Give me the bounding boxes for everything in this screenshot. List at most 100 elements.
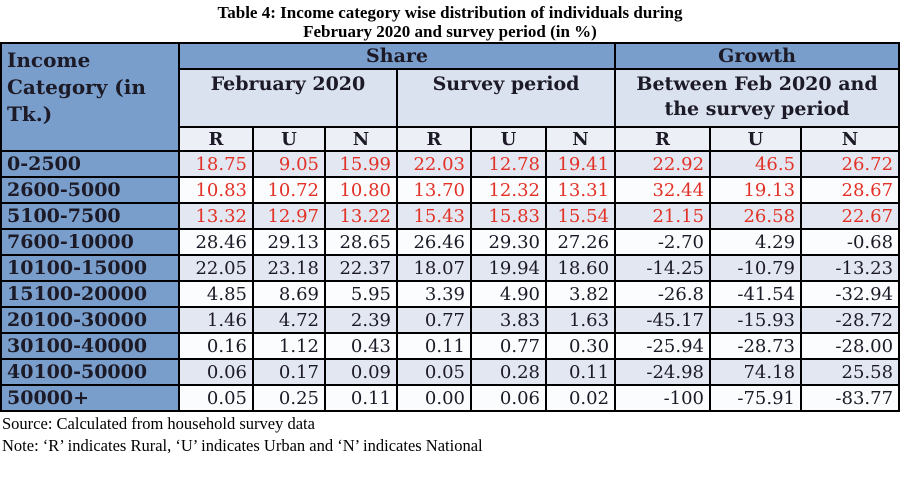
table-body: 0-2500 18.75 9.05 15.99 22.03 12.78 19.41 22.92… bbox=[0, 150, 900, 412]
value-cell: 12.78 bbox=[470, 150, 547, 178]
value-cell: 18.60 bbox=[544, 254, 617, 282]
subheader-february-2020: February 2020 bbox=[178, 68, 398, 128]
value-cell: 15.99 bbox=[324, 150, 398, 178]
table-row: 40100-50000 0.06 0.17 0.09 0.05 0.28 0.11 -24.9… bbox=[0, 358, 900, 386]
value-cell: 0.02 bbox=[544, 384, 617, 412]
income-category-cell: 15100-20000 bbox=[0, 280, 180, 308]
value-cell: -14.25 bbox=[614, 254, 712, 282]
table-row: 30100-40000 0.16 1.12 0.43 0.11 0.77 0.30 -25.9… bbox=[0, 332, 900, 360]
value-cell: 3.83 bbox=[470, 306, 547, 334]
source-note: Source: Calculated from household survey… bbox=[2, 414, 315, 433]
value-cell: 0.77 bbox=[396, 306, 472, 334]
value-cell: 1.12 bbox=[252, 332, 326, 360]
value-cell: 4.85 bbox=[178, 280, 254, 308]
value-cell: 46.5 bbox=[709, 150, 803, 178]
value-cell: -10.79 bbox=[709, 254, 803, 282]
value-cell: 0.77 bbox=[470, 332, 547, 360]
value-cell: -25.94 bbox=[614, 332, 712, 360]
legend-note: Note: ‘R’ indicates Rural, ‘U’ indicates… bbox=[2, 436, 483, 455]
value-cell: -28.73 bbox=[709, 332, 803, 360]
value-cell: 1.46 bbox=[178, 306, 254, 334]
income-category-cell: 7600-10000 bbox=[0, 228, 180, 256]
value-cell: 22.03 bbox=[396, 150, 472, 178]
value-cell: 0.25 bbox=[252, 384, 326, 412]
value-cell: 18.75 bbox=[178, 150, 254, 178]
table-row: 5100-7500 13.32 12.97 13.22 15.43 15.83 15.54 2… bbox=[0, 202, 900, 230]
value-cell: 4.29 bbox=[709, 228, 803, 256]
value-cell: 10.83 bbox=[178, 176, 254, 204]
value-cell: -26.8 bbox=[614, 280, 712, 308]
table-row: 2600-5000 10.83 10.72 10.80 13.70 12.32 13.31 3… bbox=[0, 176, 900, 204]
group-header-share: Share bbox=[177, 42, 617, 70]
value-cell: 0.30 bbox=[544, 332, 617, 360]
value-cell: 0.28 bbox=[470, 358, 547, 386]
value-cell: 74.18 bbox=[709, 358, 803, 386]
group-header-row: Income Category (in Tk.) Share Growth bbox=[0, 42, 900, 152]
col-header-u: U bbox=[252, 126, 326, 152]
value-cell: 13.70 bbox=[396, 176, 472, 204]
col-header-r: R bbox=[178, 126, 254, 152]
value-cell: 0.11 bbox=[324, 384, 398, 412]
table-row: 0-2500 18.75 9.05 15.99 22.03 12.78 19.41 22.92… bbox=[0, 150, 900, 178]
value-cell: 22.67 bbox=[800, 202, 900, 230]
group-header-growth: Growth bbox=[614, 42, 900, 70]
value-cell: 28.65 bbox=[324, 228, 398, 256]
footer-notes: Source: Calculated from household survey… bbox=[0, 412, 900, 457]
value-cell: -75.91 bbox=[709, 384, 803, 412]
value-cell: 5.95 bbox=[324, 280, 398, 308]
income-category-cell: 40100-50000 bbox=[0, 358, 180, 386]
value-cell: 4.72 bbox=[252, 306, 326, 334]
value-cell: 0.11 bbox=[396, 332, 472, 360]
value-cell: 13.22 bbox=[324, 202, 398, 230]
value-cell: 8.69 bbox=[252, 280, 326, 308]
value-cell: 28.46 bbox=[178, 228, 254, 256]
value-cell: 0.16 bbox=[178, 332, 254, 360]
value-cell: 32.44 bbox=[614, 176, 712, 204]
value-cell: 4.90 bbox=[470, 280, 547, 308]
run-header-row: R U N R U N R U N bbox=[1, 126, 900, 152]
value-cell: 26.46 bbox=[396, 228, 472, 256]
income-distribution-table: Income Category (in Tk.) Share Growth Fe… bbox=[0, 42, 900, 412]
value-cell: 0.17 bbox=[252, 358, 326, 386]
table-row: 50000+ 0.05 0.25 0.11 0.00 0.06 0.02 -100 -75.91… bbox=[0, 384, 900, 412]
value-cell: 25.58 bbox=[800, 358, 900, 386]
value-cell: 10.80 bbox=[324, 176, 398, 204]
value-cell: -28.00 bbox=[800, 332, 900, 360]
value-cell: 26.58 bbox=[709, 202, 803, 230]
value-cell: 0.09 bbox=[324, 358, 398, 386]
value-cell: 13.31 bbox=[544, 176, 617, 204]
value-cell: 21.15 bbox=[614, 202, 712, 230]
value-cell: 29.13 bbox=[252, 228, 326, 256]
value-cell: 28.67 bbox=[800, 176, 900, 204]
value-cell: 26.72 bbox=[800, 150, 900, 178]
value-cell: -83.77 bbox=[800, 384, 900, 412]
table-row: 15100-20000 4.85 8.69 5.95 3.39 4.90 3.82 -26.8… bbox=[0, 280, 900, 308]
value-cell: 0.05 bbox=[396, 358, 472, 386]
col-header-u: U bbox=[709, 126, 803, 152]
col-header-r: R bbox=[614, 126, 712, 152]
value-cell: -24.98 bbox=[614, 358, 712, 386]
value-cell: 0.11 bbox=[544, 358, 617, 386]
value-cell: 19.94 bbox=[470, 254, 547, 282]
value-cell: 22.37 bbox=[324, 254, 398, 282]
income-category-cell: 5100-7500 bbox=[0, 202, 180, 230]
value-cell: 0.05 bbox=[178, 384, 254, 412]
col-header-n: N bbox=[544, 126, 617, 152]
value-cell: -28.72 bbox=[800, 306, 900, 334]
table-row: 20100-30000 1.46 4.72 2.39 0.77 3.83 1.63 -45.1… bbox=[0, 306, 900, 334]
value-cell: 12.97 bbox=[252, 202, 326, 230]
subheader-row: February 2020 Survey period Between Feb … bbox=[1, 68, 900, 128]
income-category-cell: 30100-40000 bbox=[0, 332, 180, 360]
income-category-cell: 50000+ bbox=[0, 384, 180, 412]
value-cell: -45.17 bbox=[614, 306, 712, 334]
subheader-growth-between: Between Feb 2020 and the survey period bbox=[614, 68, 900, 128]
value-cell: 3.82 bbox=[544, 280, 617, 308]
value-cell: 9.05 bbox=[252, 150, 326, 178]
value-cell: 18.07 bbox=[396, 254, 472, 282]
col-header-u: U bbox=[470, 126, 547, 152]
value-cell: 1.63 bbox=[544, 306, 617, 334]
value-cell: 2.39 bbox=[324, 306, 398, 334]
value-cell: -100 bbox=[614, 384, 712, 412]
value-cell: 12.32 bbox=[470, 176, 547, 204]
